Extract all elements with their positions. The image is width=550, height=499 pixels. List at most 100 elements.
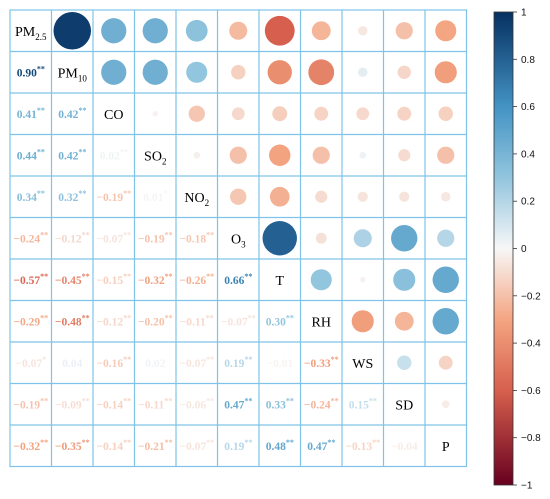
correlation-number: 0.04 [62,358,82,370]
significance-stars: ** [37,147,45,156]
correlation-number: −0.26 [179,275,206,287]
colorbar-tick-label: −1 [521,481,533,492]
correlation-value: −0.14** [96,438,131,453]
correlation-circle [351,310,374,333]
correlation-circle [437,229,455,247]
correlation-circle [399,191,410,202]
significance-stars: ** [165,313,173,322]
correlation-number: −0.01 [266,358,293,370]
correlation-circle [437,146,455,164]
significance-stars: ** [372,438,380,447]
correlation-number: 0.48 [266,441,286,453]
colorbar-tick-label: −0.8 [521,433,541,444]
correlation-number: −0.18 [179,233,206,245]
correlation-number: −0.04 [391,441,418,453]
variable-label-base: O [231,232,241,247]
correlation-number: −0.07 [15,358,42,370]
variable-label-subscript: 10 [78,73,88,83]
correlation-number: −0.35 [55,441,82,453]
correlation-value: −0.15** [96,272,131,287]
correlation-circle [397,65,411,79]
correlation-value: −0.09** [55,396,90,411]
colorbar-tick-label: 0.6 [521,102,535,113]
significance-stars: * [163,189,167,198]
correlation-circle [441,192,451,202]
correlation-circle [308,59,335,86]
significance-stars: ** [123,396,131,405]
correlation-circle [142,59,168,85]
colorbar-tick-label: 1 [521,8,527,19]
variable-label: WS [352,357,373,372]
significance-stars: ** [40,396,48,405]
correlation-value: −0.19** [13,396,48,411]
correlation-circle [310,269,332,291]
correlation-value: −0.24** [304,396,339,411]
correlation-circle [311,21,331,41]
correlation-number: 0.01 [143,192,163,204]
correlation-circle [441,400,450,409]
correlation-circle [101,18,127,44]
correlation-value: −0.57** [13,272,48,287]
correlation-value: −0.07** [179,355,214,370]
correlation-number: −0.19 [13,399,40,411]
significance-stars: ** [37,64,45,73]
significance-stars: ** [331,396,339,405]
correlation-value: −0.07* [15,355,46,370]
correlation-circle [398,149,411,162]
variable-label: RH [312,315,331,330]
correlation-value: 0.47** [307,438,335,453]
correlation-circle [267,60,292,85]
correlation-number: −0.07 [96,233,123,245]
significance-stars: ** [165,272,173,281]
correlation-value: −0.07** [179,438,214,453]
correlation-number: 0.34 [17,192,37,204]
correlation-value: 0.42** [58,106,86,121]
correlation-circle [152,111,158,117]
correlation-value: −0.07** [221,313,256,328]
correlation-circle [315,232,327,244]
correlation-number: 0.19 [224,441,244,453]
significance-stars: ** [123,230,131,239]
correlation-value: 0.42** [58,147,86,162]
correlation-circle [393,268,416,291]
correlation-value: −0.18** [179,230,214,245]
correlation-value: 0.66** [224,272,252,287]
correlation-number: −0.24 [13,233,40,245]
significance-stars: ** [82,396,90,405]
significance-stars: ** [40,313,48,322]
correlation-number: −0.09 [55,399,82,411]
correlation-number: −0.11 [180,316,206,328]
variable-label-base: SO [144,149,162,164]
correlation-number: −0.57 [13,275,40,287]
correlation-circle [185,19,208,42]
significance-stars: ** [82,272,90,281]
correlation-value: −0.14** [96,396,131,411]
correlation-value: −0.21** [138,438,173,453]
correlation-number: −0.33 [304,358,331,370]
colorbar-tick-label: 0.2 [521,197,535,208]
correlation-value: 0.32** [58,189,86,204]
correlation-number: −0.21 [138,441,165,453]
correlation-circle [397,106,412,121]
correlation-circle [312,146,330,164]
correlation-number: 0.15 [349,399,369,411]
correlation-circle [356,107,370,121]
correlation-number: 0.90 [17,67,37,79]
correlation-number: 0.30 [266,316,286,328]
correlation-number: −0.15 [96,275,123,287]
significance-stars: ** [286,313,294,322]
significance-stars: ** [123,355,131,364]
correlation-number: −0.24 [304,399,331,411]
variable-label-base: RH [312,315,331,330]
correlation-value: −0.01 [266,358,293,370]
correlation-number: −0.19 [138,233,165,245]
correlation-number: 0.47 [224,399,244,411]
significance-stars: ** [78,189,86,198]
correlation-circle [231,107,245,121]
correlation-number: −0.19 [96,192,123,204]
correlation-circle [434,61,457,84]
correlation-circle [272,106,288,122]
correlation-number: 0.42 [58,109,78,121]
correlation-value: 0.02 [145,358,165,370]
